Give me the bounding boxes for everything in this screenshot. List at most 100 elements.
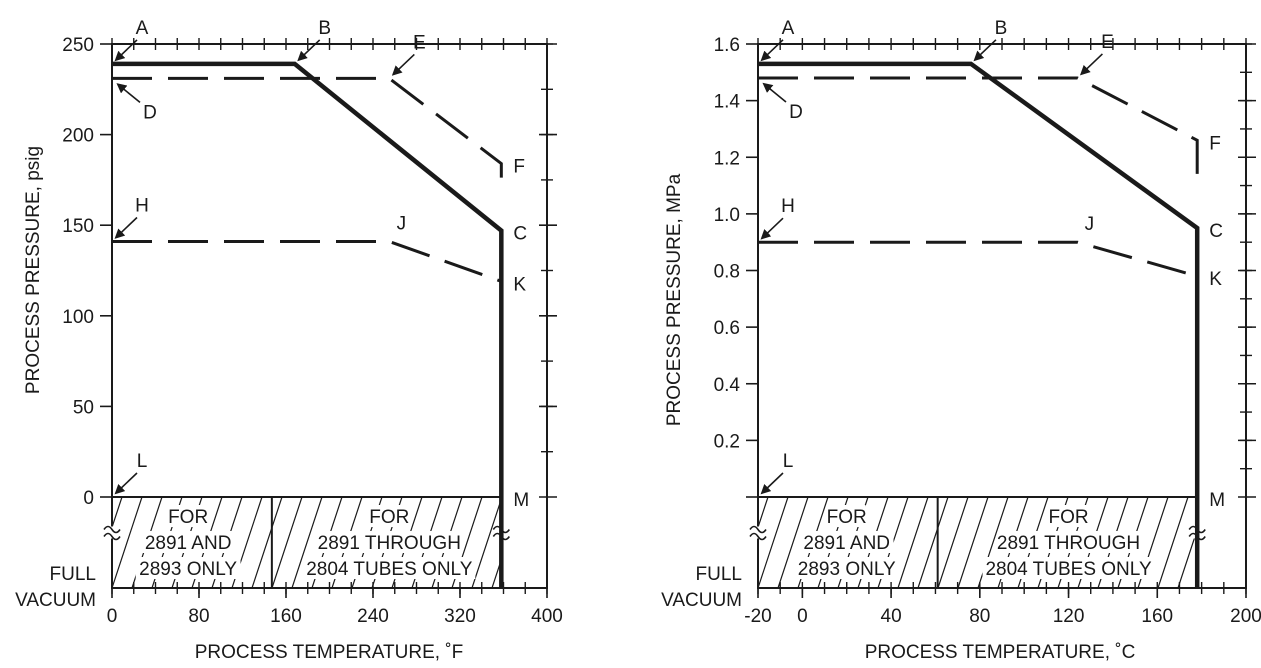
annotation-arrow-H	[760, 217, 784, 240]
vacuum-region-label-0-line-2: 2893 ONLY	[798, 559, 896, 580]
point-label-H: H	[135, 196, 149, 217]
x-tick-label: 80	[188, 606, 209, 627]
vacuum-hatch-region: FOR 2891 AND 2893 ONLY FOR 2891 THROUGH 2804 …	[749, 496, 1206, 588]
x-tick-label: 400	[531, 606, 563, 627]
full-vacuum-label-line1: FULL	[696, 564, 742, 585]
x-ticks: -20 0 40 80 120 160 200	[744, 588, 1261, 627]
point-label-F: F	[513, 157, 525, 178]
series-line-2-dashed	[112, 240, 502, 283]
point-label-C: C	[513, 224, 527, 245]
vacuum-region-label-1-line-1: 2891 THROUGH	[997, 533, 1140, 554]
minor-ticks	[111, 38, 553, 594]
hatch-line	[271, 496, 303, 588]
vacuum-hatch-region: FOR 2891 AND 2893 ONLY FOR 2891 THROUGH 2804 …	[103, 496, 510, 588]
y-ticks: 0 50 100 150 200 250	[62, 35, 557, 509]
data-lines	[112, 61, 504, 588]
y-tick-label: 0.4	[714, 375, 741, 396]
hatch-line	[112, 496, 143, 588]
point-label-D: D	[789, 102, 803, 123]
point-annotations: A B E D F H J C K L M	[760, 18, 1225, 511]
full-vacuum-label-line2: VACUUM	[15, 590, 96, 611]
annotation-arrow-B	[973, 39, 997, 62]
annotation-arrow-L	[114, 472, 138, 495]
vacuum-region-label-0-line-0: FOR	[827, 507, 867, 528]
region-label-mask	[135, 557, 241, 579]
series-line-1-dashed	[112, 76, 503, 189]
y-tick-label: 1.6	[714, 35, 740, 56]
full-vacuum-label-line2: VACUUM	[661, 590, 742, 611]
region-label-mask	[799, 531, 894, 553]
hatch-line	[251, 496, 283, 588]
point-label-F: F	[1209, 133, 1221, 154]
point-label-D: D	[143, 102, 157, 123]
x-tick-label: -20	[744, 606, 771, 627]
point-label-H: H	[781, 196, 795, 217]
y-tick-label: 0.2	[714, 431, 740, 452]
x-tick-label: 200	[1230, 606, 1261, 627]
hatch-line	[112, 496, 123, 528]
y-axis-title: PROCESS PRESSURE, MPa	[664, 173, 685, 426]
y-tick-label: 0.8	[714, 262, 740, 283]
x-tick-label: 160	[270, 606, 302, 627]
hatch-line	[758, 496, 769, 528]
hatch-line	[291, 496, 323, 588]
annotation-arrow-E	[1079, 53, 1103, 76]
x-tick-label: 0	[107, 606, 118, 627]
y-tick-label: 250	[62, 35, 94, 56]
series-line-1-dashed	[758, 76, 1199, 186]
y-tick-label: 200	[62, 126, 94, 147]
chart-fahrenheit-psig: FOR 2891 AND 2893 ONLY FOR 2891 THROUGH 2804 …	[15, 18, 563, 663]
point-label-J: J	[397, 214, 407, 235]
hatch-line	[1177, 529, 1198, 588]
x-tick-label: 160	[1141, 606, 1173, 627]
data-lines	[758, 61, 1200, 588]
region-label-mask	[303, 557, 476, 579]
vacuum-region-label-0-line-0: FOR	[168, 507, 208, 528]
region-label-mask	[982, 557, 1155, 579]
annotation-arrow-D	[762, 82, 787, 103]
vacuum-region-label-0-line-1: 2891 AND	[803, 533, 890, 554]
point-label-L: L	[783, 451, 794, 472]
hatch-line	[471, 498, 502, 588]
axis-break-mark	[103, 532, 121, 541]
hatch-line	[1157, 496, 1189, 588]
hatch-line	[937, 496, 969, 588]
annotation-arrow-E	[391, 53, 415, 76]
series-line-0-solid	[758, 61, 1200, 588]
point-label-M: M	[1209, 490, 1225, 511]
vacuum-region-label-1-line-0: FOR	[369, 507, 409, 528]
x-tick-label: 240	[357, 606, 389, 627]
region-label-mask	[320, 531, 459, 553]
hatch-line	[917, 496, 949, 588]
y-tick-label: 0.6	[714, 318, 740, 339]
point-label-K: K	[1209, 269, 1222, 290]
point-label-K: K	[513, 274, 526, 295]
axis-break-mask	[104, 526, 120, 539]
y-tick-label: 0	[83, 488, 94, 509]
hatch-line	[777, 496, 809, 588]
region-label-mask	[1049, 505, 1088, 527]
vacuum-region-label-1-line-0: FOR	[1048, 507, 1088, 528]
axis-break-mark	[749, 525, 767, 534]
vacuum-region-label-0-line-2: 2893 ONLY	[139, 559, 237, 580]
annotation-arrow-A	[760, 39, 784, 62]
x-tick-label: 40	[881, 606, 902, 627]
series-line-2-dashed	[758, 240, 1198, 278]
axis-break-mark	[749, 532, 767, 541]
full-vacuum-label-line1: FULL	[50, 564, 96, 585]
vacuum-region-label-1-line-1: 2891 THROUGH	[318, 533, 461, 554]
region-label-mask	[827, 505, 866, 527]
axis-break-mark	[103, 525, 121, 534]
chart-celsius-mpa: FOR 2891 AND 2893 ONLY FOR 2891 THROUGH 2804 …	[661, 18, 1261, 663]
annotation-arrow-D	[116, 83, 141, 104]
series-line-0-solid	[112, 61, 504, 588]
y-tick-label: 1.2	[714, 148, 740, 169]
axis-break-mask	[750, 526, 766, 539]
x-tick-label: 120	[1053, 606, 1085, 627]
vacuum-region-label-1-line-2: 2804 TUBES ONLY	[985, 559, 1151, 580]
x-ticks: 0 80 160 240 320 400	[107, 588, 563, 627]
y-ticks: 0.2 0.4 0.6 0.8 1.0 1.2 1.4 1.6	[714, 35, 1256, 498]
region-label-mask	[370, 505, 409, 527]
point-label-C: C	[1209, 221, 1223, 242]
